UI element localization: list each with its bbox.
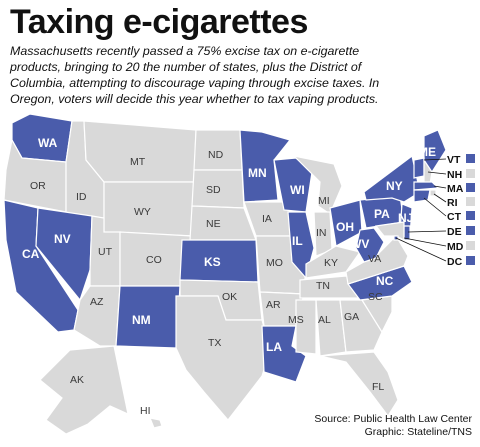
description-line: Massachusetts recently passed a 75% exci… xyxy=(10,44,360,58)
label-PA: PA xyxy=(374,207,390,221)
label-FL: FL xyxy=(372,381,384,393)
state-GA xyxy=(339,299,383,353)
description-line: products, bringing to 20 the number of s… xyxy=(10,60,362,74)
state-NV xyxy=(35,207,93,302)
legend-row-VT: VT xyxy=(423,154,475,166)
legend-label-DE: DE xyxy=(447,226,462,238)
label-NJ: NJ xyxy=(398,211,413,225)
description-line: Oregon, voters will decide this year whe… xyxy=(10,92,379,106)
label-VA: VA xyxy=(368,253,381,265)
label-KS: KS xyxy=(204,255,221,269)
graphic-description: Massachusetts recently passed a 75% exci… xyxy=(10,43,472,107)
state-WI xyxy=(273,157,313,213)
state-FL xyxy=(319,351,399,418)
label-KY: KY xyxy=(324,257,338,269)
label-TN: TN xyxy=(316,280,330,292)
legend-label-MA: MA xyxy=(447,183,464,195)
label-CO: CO xyxy=(146,254,162,266)
legend-row-DE: DE xyxy=(407,226,475,238)
source-credit: Source: Public Health Law Center Graphic… xyxy=(314,413,472,439)
legend-label-VT: VT xyxy=(447,154,461,166)
label-MO: MO xyxy=(266,257,283,269)
legend-swatch-RI xyxy=(466,197,475,206)
state-MA xyxy=(413,181,440,191)
source-line: Source: Public Health Law Center xyxy=(314,413,472,425)
graphic-title: Taxing e-cigarettes xyxy=(10,3,308,41)
legend-label-RI: RI xyxy=(447,197,458,209)
label-AR: AR xyxy=(266,299,281,311)
label-IN: IN xyxy=(316,227,327,239)
label-WY: WY xyxy=(134,206,151,218)
legend-swatch-DC xyxy=(466,256,475,265)
label-SC: SC xyxy=(368,291,383,303)
label-NM: NM xyxy=(132,313,151,327)
label-AL: AL xyxy=(318,314,331,326)
label-IA: IA xyxy=(262,213,272,225)
label-CA: CA xyxy=(22,247,40,261)
small-states-legend: VT NH MA RI CT DE MD xyxy=(395,154,475,268)
description-line: Columbia, attempting to discourage vapin… xyxy=(10,76,380,90)
legend-label-DC: DC xyxy=(447,256,463,268)
label-ND: ND xyxy=(208,149,224,161)
label-MT: MT xyxy=(130,156,146,168)
label-NE: NE xyxy=(206,218,221,230)
label-AK: AK xyxy=(70,374,84,386)
legend-swatch-MD xyxy=(466,241,475,250)
state-MS xyxy=(295,299,317,355)
label-WA: WA xyxy=(38,136,58,150)
legend-row-MD: MD xyxy=(403,237,475,253)
label-NV: NV xyxy=(54,232,71,246)
label-AZ: AZ xyxy=(90,296,104,308)
label-LA: LA xyxy=(266,340,282,354)
label-IL: IL xyxy=(292,234,303,248)
label-SD: SD xyxy=(206,184,221,196)
label-OK: OK xyxy=(222,291,237,303)
label-WI: WI xyxy=(290,183,305,197)
state-CT xyxy=(413,189,431,203)
label-NY: NY xyxy=(386,179,403,193)
label-HI: HI xyxy=(140,405,151,417)
state-VT xyxy=(413,157,425,179)
legend-label-CT: CT xyxy=(447,211,462,223)
label-NC: NC xyxy=(376,274,394,288)
label-TX: TX xyxy=(208,337,221,349)
legend-row-NH: NH xyxy=(427,169,475,181)
state-WV xyxy=(355,227,385,263)
label-MN: MN xyxy=(248,166,267,180)
label-OH: OH xyxy=(336,220,354,234)
state-NE xyxy=(189,205,257,241)
label-GA: GA xyxy=(344,311,359,323)
label-ME: ME xyxy=(418,145,436,159)
state-MT xyxy=(83,120,197,183)
legend-swatch-NH xyxy=(466,169,475,178)
legend-row-DC: DC xyxy=(395,237,475,268)
label-MI: MI xyxy=(318,195,330,207)
legend-swatch-CT xyxy=(466,211,475,220)
label-ID: ID xyxy=(76,191,87,203)
label-WV: WV xyxy=(350,237,369,251)
legend-swatch-MA xyxy=(466,183,475,192)
legend-row-RI: RI xyxy=(433,193,475,209)
legend-label-NH: NH xyxy=(447,169,462,181)
label-MS: MS xyxy=(288,314,304,326)
graphic-credit-line: Graphic: Stateline/TNS xyxy=(364,426,472,438)
legend-label-MD: MD xyxy=(447,241,464,253)
legend-row-CT: CT xyxy=(423,197,475,223)
state-TX xyxy=(175,295,271,421)
state-HI xyxy=(149,417,163,429)
state-NY xyxy=(363,154,421,203)
legend-swatch-VT xyxy=(466,154,475,163)
label-UT: UT xyxy=(98,246,113,258)
legend-row-MA: MA xyxy=(433,183,475,195)
label-OR: OR xyxy=(30,180,46,192)
legend-swatch-DE xyxy=(466,226,475,235)
state-KY xyxy=(305,245,361,279)
state-AK xyxy=(39,345,129,435)
